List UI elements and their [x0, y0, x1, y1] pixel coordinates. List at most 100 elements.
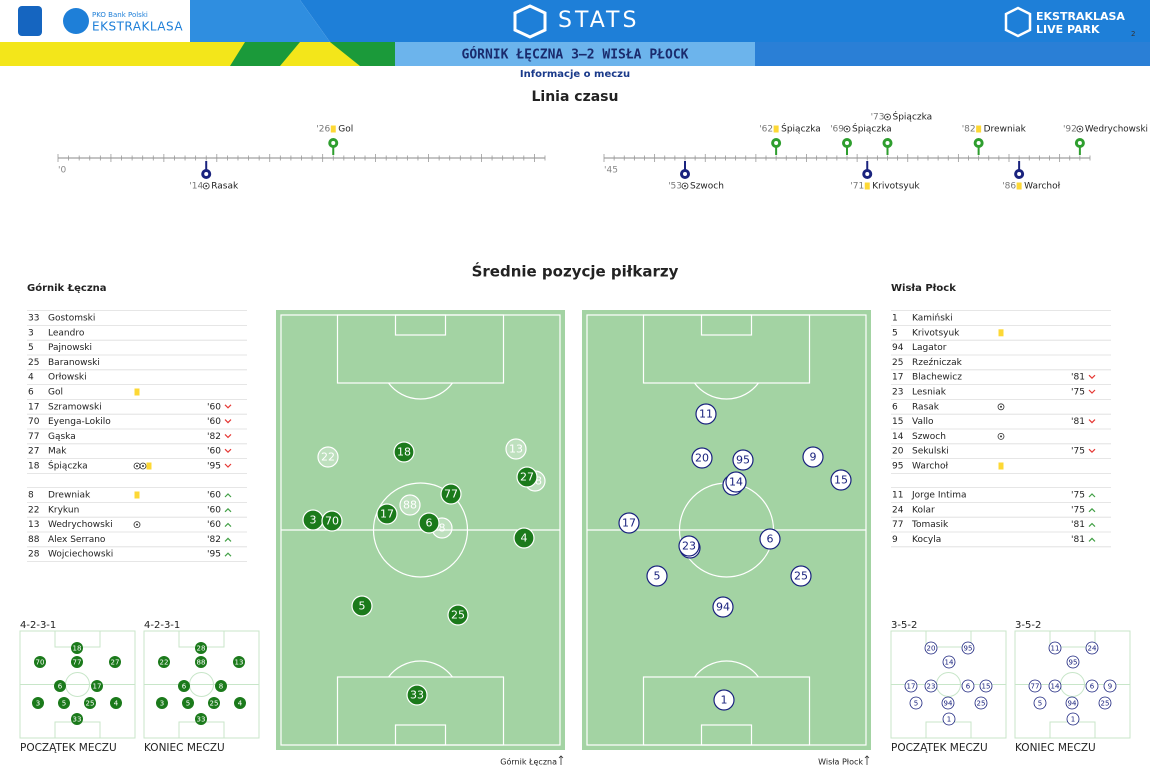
goal-icon-dot [205, 185, 208, 187]
event-minute: '86 [1002, 182, 1016, 192]
sub-minute: '60 [207, 491, 221, 501]
player-average-position [646, 565, 668, 587]
player-average-number: 13 [509, 443, 523, 456]
player-number: 3 [28, 328, 34, 338]
formation-player-number: 94 [944, 700, 953, 708]
event-player: Krivotsyuk [872, 182, 920, 192]
goal-icon-dot [846, 128, 848, 130]
player-average-position [712, 596, 734, 618]
player-number: 22 [28, 505, 39, 515]
formation-player-number: 22 [160, 659, 169, 667]
goal-icon-dot [1000, 405, 1002, 408]
formation-player [909, 696, 923, 710]
formation-phase: POCZĄTEK MECZU [891, 742, 988, 754]
yellow-card-icon [998, 329, 1004, 337]
player-average-position [713, 689, 735, 711]
formation-player-number: 5 [186, 700, 190, 708]
formation-player [941, 696, 955, 710]
player-number: 20 [892, 447, 904, 457]
formation-player [32, 697, 44, 709]
player-number: 6 [892, 402, 898, 412]
formation-player [1048, 679, 1062, 693]
player-number: 18 [28, 462, 40, 472]
formation-player-number: 3 [36, 700, 40, 708]
player-average-number: 18 [397, 446, 411, 459]
formation-player-number: 5 [62, 700, 66, 708]
formation-player-number: 23 [927, 683, 936, 691]
player-name: Rasak [912, 402, 940, 412]
yellow-card-icon [998, 462, 1004, 470]
formation-player-number: 17 [93, 683, 102, 691]
formation-name: 4-2-3-1 [144, 620, 180, 631]
formation-player [195, 642, 207, 654]
event-minute: '92 [1063, 125, 1077, 135]
formation-name: 4-2-3-1 [20, 620, 56, 631]
sub-off-arrow [224, 433, 232, 439]
event-player: Szwoch [690, 182, 724, 192]
player-average-number: 17 [380, 508, 394, 521]
event-pin-dot [885, 141, 890, 145]
sub-off-arrow [1088, 448, 1096, 454]
formation-player-number: 1 [1071, 716, 1075, 724]
formation-player [34, 656, 46, 668]
sub-minute: '75 [1071, 447, 1085, 457]
player-number: 94 [892, 343, 904, 353]
home-band [0, 42, 395, 66]
player-average-number: 22 [321, 451, 335, 464]
goal-icon-dot [1000, 435, 1002, 438]
attack-arrow [558, 755, 564, 765]
formation-player-number: 6 [182, 683, 187, 691]
player-average-position [447, 604, 469, 626]
player-average-position [505, 438, 527, 460]
player-name: Tomasik [911, 520, 949, 530]
formation-player-number: 20 [927, 645, 936, 653]
player-average-position [516, 466, 538, 488]
team-name: Wisła Płock [891, 283, 956, 294]
player-average-position [759, 528, 781, 550]
yellow-card-icon [134, 388, 140, 396]
player-average-number: 1 [721, 694, 728, 707]
player-number: 14 [892, 432, 904, 442]
player-number: 25 [28, 358, 39, 368]
player-average-number: 5 [359, 600, 366, 613]
formation-player-number: 15 [982, 683, 991, 691]
player-name: Kocyla [912, 535, 941, 545]
player-average-number: 6 [426, 517, 433, 530]
formation-player [110, 697, 122, 709]
formation-player-number: 4 [238, 700, 243, 708]
sub-minute: '60 [207, 505, 221, 515]
player-average-position [732, 449, 754, 471]
player-average-position [830, 469, 852, 491]
formation-player-number: 6 [58, 683, 63, 691]
formation-player-number: 33 [197, 716, 206, 724]
formation-player-number: 95 [964, 645, 973, 653]
sub-on-arrow [224, 552, 232, 557]
event-minute: '69 [830, 125, 844, 135]
sub-off-arrow [1088, 374, 1096, 380]
player-number: 28 [28, 550, 40, 560]
pitch-line [700, 724, 753, 746]
player-number: 6 [28, 388, 34, 398]
yellow-card-icon [134, 491, 140, 499]
event-pin-dot [774, 141, 779, 145]
formation-player [961, 641, 975, 655]
sub-minute: '60 [207, 520, 221, 530]
player-name: Szramowski [48, 402, 102, 412]
player-average-number: 70 [325, 515, 339, 528]
formation-player-number: 25 [977, 700, 986, 708]
player-name: Drewniak [48, 491, 91, 501]
sub-minute: '95 [207, 462, 221, 472]
player-name: Szwoch [912, 432, 946, 442]
formation-player-number: 25 [1101, 700, 1110, 708]
formation-player [195, 656, 207, 668]
pitch-team-label: Wisła Płock [818, 758, 863, 767]
formation-player-number: 70 [36, 659, 45, 667]
event-minute: '71 [850, 182, 864, 192]
formation-player-number: 17 [907, 683, 916, 691]
sub-on-arrow [1088, 522, 1096, 528]
mini-pitch-line [1049, 630, 1096, 648]
player-average-number: 27 [520, 471, 534, 484]
player-number: 8 [28, 491, 34, 501]
sub-on-arrow [1088, 507, 1096, 513]
formation-player [109, 656, 121, 668]
